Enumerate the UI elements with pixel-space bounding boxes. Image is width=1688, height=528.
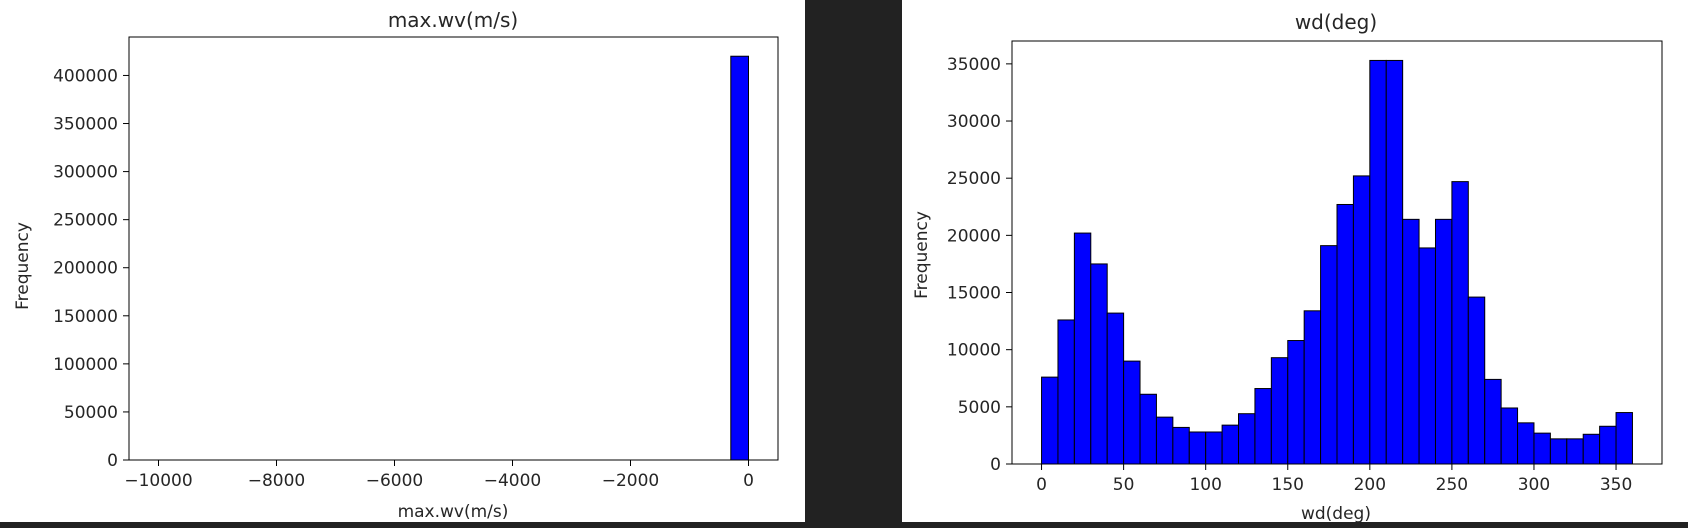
y-tick-label: 35000 <box>947 55 1001 75</box>
y-tick-label: 200000 <box>53 259 118 279</box>
histogram-bar <box>1057 319 1075 465</box>
histogram-bar <box>1467 296 1486 465</box>
bars-group <box>1041 59 1633 465</box>
histogram-bar <box>1254 388 1272 465</box>
histogram-bar <box>1500 407 1519 465</box>
histogram-bar <box>1582 433 1601 465</box>
y-tick-label: 20000 <box>947 226 1001 246</box>
histogram-bar <box>1385 59 1404 465</box>
x-tick-label: 250 <box>1436 475 1468 495</box>
histogram-bar <box>1451 181 1469 465</box>
histogram-max-wv: max.wv(m/s) max.wv(m/s) Frequency −10000… <box>13 8 779 522</box>
histogram-bar <box>1484 378 1502 465</box>
plot-frame <box>1011 40 1663 465</box>
histogram-bar <box>1123 360 1141 465</box>
y-tick-label: 300000 <box>53 163 118 183</box>
histogram-bar <box>1073 232 1092 465</box>
x-tick-label: 300 <box>1518 475 1550 495</box>
x-ticks-group: −10000 −8000 −6000 −4000 −2000 0 <box>124 460 754 491</box>
x-tick-label: 100 <box>1189 475 1221 495</box>
x-tick-label: 0 <box>1036 475 1047 495</box>
histogram-wd: wd(deg) wd(deg) Frequency 0 50 100 150 200 25… <box>912 10 1663 522</box>
y-tick-label: 0 <box>990 455 1001 475</box>
histogram-bar <box>1139 393 1157 465</box>
histogram-bar <box>1041 376 1059 465</box>
histogram-bar <box>1599 425 1617 465</box>
histogram-bar <box>1336 203 1354 465</box>
y-tick-label: 150000 <box>53 307 118 327</box>
histogram-bar <box>1517 422 1535 465</box>
histogram-bar <box>1238 413 1256 465</box>
y-axis-label: Frequency <box>912 211 932 299</box>
histogram-bar <box>1533 432 1551 465</box>
x-tick-label: −6000 <box>366 471 424 491</box>
histogram-bar <box>730 55 749 461</box>
x-axis-label: max.wv(m/s) <box>398 502 509 522</box>
y-tick-label: 50000 <box>64 403 118 423</box>
chart-title: wd(deg) <box>1295 10 1377 34</box>
y-tick-label: 15000 <box>947 284 1001 304</box>
y-tick-label: 400000 <box>53 66 118 86</box>
x-tick-label: 0 <box>743 471 754 491</box>
x-ticks-group: 0 50 100 150 200 250 300 350 <box>1036 464 1632 495</box>
histogram-bar <box>1270 357 1289 465</box>
histogram-bar <box>1172 426 1190 465</box>
y-tick-label: 250000 <box>53 211 118 231</box>
x-tick-label: −10000 <box>124 471 192 491</box>
histogram-bar <box>1369 59 1387 465</box>
histogram-bar <box>1090 263 1108 465</box>
histogram-bar <box>1155 416 1174 465</box>
plot-frame <box>128 36 779 461</box>
y-tick-label: 10000 <box>947 341 1001 361</box>
x-tick-label: 350 <box>1600 475 1632 495</box>
histogram-bar <box>1106 312 1125 465</box>
x-tick-label: −8000 <box>248 471 306 491</box>
chart-title: max.wv(m/s) <box>388 8 518 32</box>
y-tick-label: 100000 <box>53 355 118 375</box>
x-axis-label: wd(deg) <box>1301 504 1371 522</box>
x-tick-label: 150 <box>1272 475 1304 495</box>
histogram-bar <box>1434 218 1453 465</box>
y-tick-label: 30000 <box>947 112 1001 132</box>
histogram-bar <box>1418 247 1436 465</box>
x-tick-label: 200 <box>1354 475 1386 495</box>
chart-panel-wd: wd(deg) wd(deg) Frequency 0 50 100 150 200 25… <box>902 0 1688 522</box>
x-tick-label: −2000 <box>602 471 660 491</box>
y-tick-label: 350000 <box>53 115 118 135</box>
y-tick-label: 0 <box>107 451 118 471</box>
histogram-bar <box>1615 412 1633 465</box>
y-tick-label: 5000 <box>958 398 1001 418</box>
histogram-bar <box>1549 438 1568 465</box>
chart-panel-max-wv: max.wv(m/s) max.wv(m/s) Frequency −10000… <box>0 0 805 522</box>
histogram-bar <box>1402 218 1420 465</box>
bars-group <box>730 55 749 461</box>
y-axis-label: Frequency <box>13 222 33 310</box>
histogram-bar <box>1205 431 1223 465</box>
y-tick-label: 25000 <box>947 169 1001 189</box>
histogram-bar <box>1320 245 1338 465</box>
histogram-bar <box>1352 175 1371 465</box>
histogram-bar <box>1303 310 1322 465</box>
x-tick-label: −4000 <box>484 471 542 491</box>
x-tick-label: 50 <box>1113 475 1135 495</box>
histogram-bar <box>1221 424 1240 465</box>
histogram-bar <box>1188 431 1207 465</box>
y-ticks-group: 0 50000 100000 150000 200000 250000 300000 3500… <box>53 66 129 471</box>
y-ticks-group: 0 5000 10000 15000 20000 25000 30000 35000 <box>947 55 1012 475</box>
histogram-bar <box>1566 438 1584 465</box>
histogram-bar <box>1287 340 1305 465</box>
